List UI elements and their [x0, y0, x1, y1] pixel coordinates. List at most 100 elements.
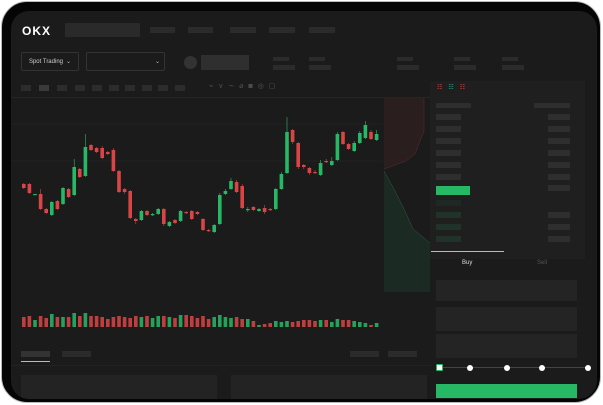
slider-stop[interactable] — [504, 365, 510, 371]
candle-body — [139, 211, 144, 220]
stat-label — [502, 57, 518, 61]
candle-body — [167, 222, 172, 226]
volume-bar — [324, 320, 328, 327]
volume-bar — [27, 316, 32, 327]
candle-body — [229, 181, 233, 189]
buy-button[interactable] — [436, 384, 577, 398]
price-input[interactable] — [436, 280, 577, 301]
candle-body — [335, 134, 340, 160]
volume-bar — [61, 317, 65, 327]
draw-line-icon[interactable]: ∼ — [228, 83, 240, 90]
interval-button[interactable] — [142, 85, 152, 91]
chart-tools: ⌁⋎∼⌀◙◎▢ — [209, 82, 280, 90]
amount-input[interactable] — [436, 307, 577, 331]
volume-bar — [173, 318, 177, 327]
candle-body — [72, 167, 76, 195]
stat-label — [309, 57, 325, 61]
candle-body — [27, 184, 32, 193]
volume-bar — [162, 316, 166, 327]
volume-bar — [369, 325, 373, 327]
slider-track[interactable] — [439, 367, 589, 368]
divider — [11, 365, 431, 366]
slider-stop[interactable] — [467, 365, 473, 371]
camera-icon[interactable]: ◙ — [248, 83, 258, 90]
candle-body — [206, 230, 211, 232]
candle-body — [50, 202, 54, 215]
sell-tab[interactable]: Sell — [537, 260, 548, 266]
volume-bar — [122, 317, 127, 327]
candle-body — [150, 214, 155, 216]
orderbook-view-toggle[interactable]: ☷☷☷ — [437, 84, 471, 91]
interval-button[interactable] — [109, 85, 119, 91]
orderbook-asks-icon[interactable]: ☷ — [459, 85, 472, 91]
candle-body — [324, 161, 328, 163]
candle-body — [33, 194, 37, 196]
orderbook-bids-icon[interactable]: ☷ — [448, 85, 460, 91]
orders-tab[interactable] — [21, 351, 50, 357]
stat-value — [309, 65, 331, 70]
volume-bar — [206, 319, 211, 327]
slider-stop[interactable] — [539, 365, 545, 371]
interval-button[interactable] — [39, 85, 49, 91]
ruler-icon[interactable]: ⌀ — [239, 83, 249, 90]
candle-body — [162, 209, 166, 224]
filter-button[interactable] — [388, 351, 417, 357]
pair-selector-dropdown[interactable]: ⌄ — [86, 52, 165, 71]
interval-button[interactable] — [175, 85, 185, 91]
volume-bar — [66, 317, 71, 327]
indicator-icon[interactable]: ⋎ — [218, 83, 229, 90]
volume-bar — [33, 320, 37, 327]
interval-button[interactable] — [92, 85, 102, 91]
settings-icon[interactable]: ◎ — [257, 83, 269, 90]
interval-button[interactable] — [125, 85, 135, 91]
candlestick-chart[interactable] — [11, 11, 431, 341]
search-input[interactable] — [65, 23, 140, 37]
interval-button[interactable] — [21, 85, 31, 91]
nav-item[interactable] — [269, 27, 295, 33]
candle-body — [274, 189, 278, 209]
candle-body — [257, 209, 261, 211]
candle-body — [212, 225, 216, 232]
buy-tab[interactable]: Buy — [462, 260, 473, 266]
bid-price — [436, 224, 461, 230]
candle-body — [89, 145, 93, 150]
volume-bar — [313, 321, 317, 327]
volume-bar — [178, 315, 183, 327]
ask-size — [548, 114, 570, 120]
nav-item[interactable] — [150, 27, 175, 33]
volume-bar — [201, 316, 205, 327]
chevron-down-icon: ⌄ — [154, 59, 160, 65]
fullscreen-icon[interactable]: ▢ — [268, 83, 281, 90]
volume-bar — [117, 316, 121, 327]
volume-bar — [50, 314, 54, 327]
slider-handle[interactable] — [436, 364, 443, 371]
candle-body — [346, 144, 351, 149]
panel — [231, 375, 427, 399]
candle-body — [218, 195, 222, 224]
nav-item[interactable] — [230, 27, 256, 33]
total-input[interactable] — [436, 334, 577, 358]
history-tab[interactable] — [62, 351, 91, 357]
chevron-down-icon: ⌄ — [66, 59, 72, 65]
volume-bar — [156, 316, 160, 327]
spot-trading-dropdown[interactable]: Spot Trading ⌄ — [21, 52, 79, 71]
volume-bar — [363, 323, 368, 327]
candle-body — [156, 209, 160, 214]
interval-button[interactable] — [57, 85, 67, 91]
nav-item[interactable] — [309, 27, 335, 33]
filter-button[interactable] — [350, 351, 379, 357]
volume-bar — [128, 318, 132, 327]
slider-stop[interactable] — [585, 365, 591, 371]
volume-bar — [190, 316, 194, 327]
interval-button[interactable] — [158, 85, 168, 91]
chart-type-icon[interactable]: ⌁ — [209, 83, 219, 90]
nav-item[interactable] — [188, 27, 213, 33]
candle-body — [240, 186, 244, 208]
volume-bar — [268, 323, 272, 327]
okx-logo[interactable]: OKX — [22, 24, 52, 38]
orderbook-both-icon[interactable]: ☷ — [437, 85, 449, 91]
candle-body — [44, 209, 48, 213]
volume-bar — [290, 322, 295, 327]
candle-body — [318, 163, 323, 175]
interval-button[interactable] — [75, 85, 85, 91]
